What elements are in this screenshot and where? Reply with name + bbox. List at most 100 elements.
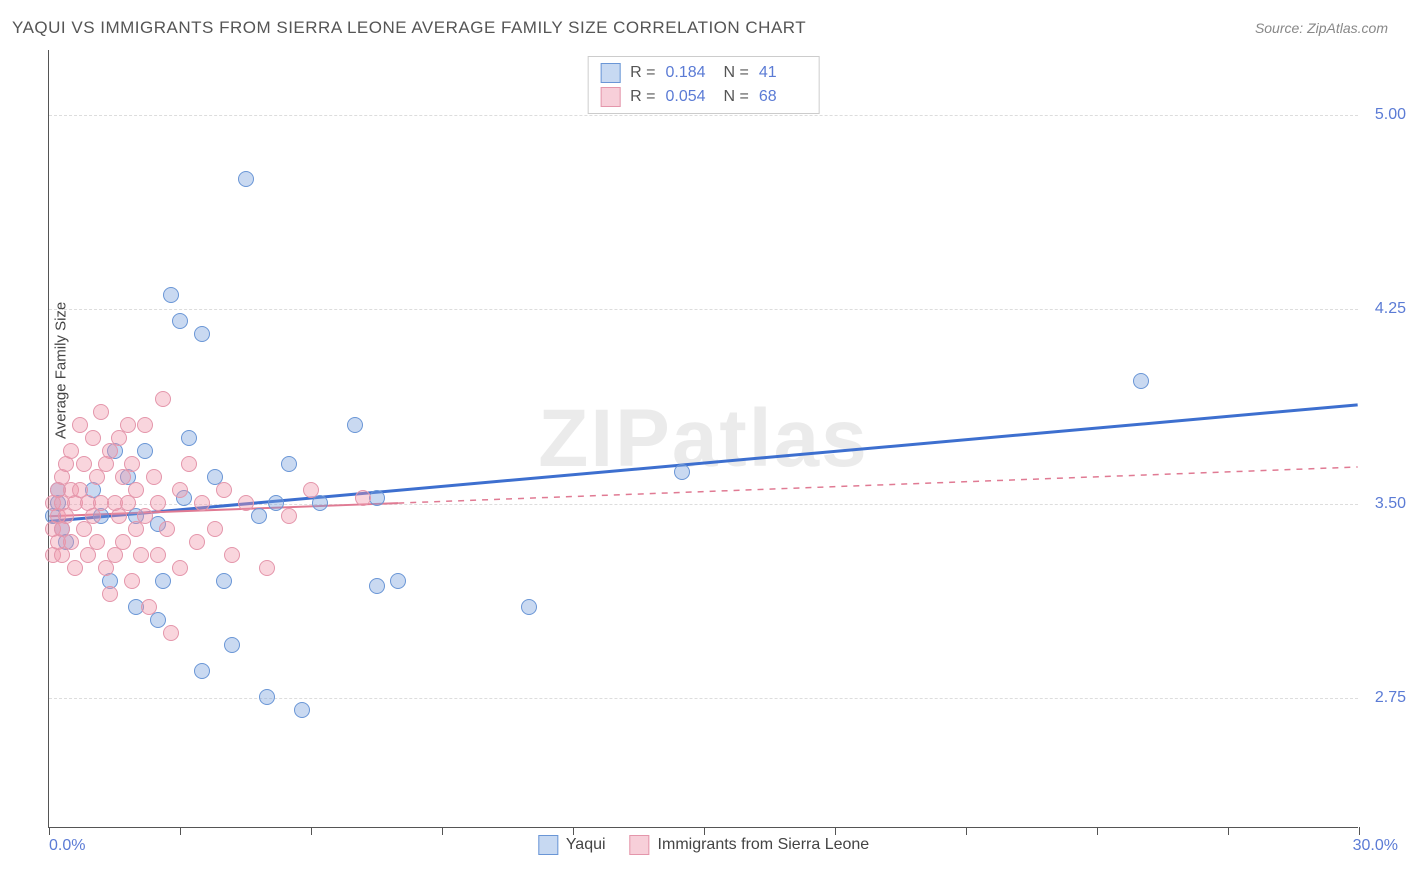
y-tick-label: 5.00 [1362,106,1406,124]
data-point [155,391,171,407]
data-point [268,495,284,511]
data-point [224,547,240,563]
x-tick [573,827,574,835]
x-tick [1359,827,1360,835]
n-label-2: N = [724,85,749,109]
data-point [207,521,223,537]
data-point [172,313,188,329]
data-point [194,326,210,342]
bottom-legend: Yaqui Immigrants from Sierra Leone [538,835,869,855]
data-point [1133,373,1149,389]
data-point [238,495,254,511]
data-point [172,482,188,498]
chart-title: YAQUI VS IMMIGRANTS FROM SIERRA LEONE AV… [12,18,806,38]
data-point [163,287,179,303]
x-axis-max-label: 30.0% [1353,837,1398,855]
data-point [124,573,140,589]
data-point [355,490,371,506]
x-tick [180,827,181,835]
legend-item-2: Immigrants from Sierra Leone [630,835,870,855]
trend-lines [49,50,1358,827]
data-point [294,702,310,718]
data-point [63,443,79,459]
data-point [150,547,166,563]
x-tick [1228,827,1229,835]
x-axis-min-label: 0.0% [49,837,85,855]
swatch-series-2 [600,87,620,107]
data-point [146,469,162,485]
data-point [159,521,175,537]
n-label-1: N = [724,61,749,85]
source-label: Source: ZipAtlas.com [1255,20,1388,36]
data-point [303,482,319,498]
data-point [238,171,254,187]
data-point [150,495,166,511]
x-tick [966,827,967,835]
data-point [390,573,406,589]
x-tick [704,827,705,835]
data-point [281,456,297,472]
x-tick [1097,827,1098,835]
data-point [181,430,197,446]
watermark-text: ZIPatlas [538,392,868,486]
data-point [93,404,109,420]
data-point [216,573,232,589]
data-point [63,534,79,550]
legend-label-2: Immigrants from Sierra Leone [658,836,870,854]
data-point [347,417,363,433]
plot-area: ZIPatlas Average Family Size 2.753.504.2… [48,50,1358,828]
data-point [115,534,131,550]
gridline-h [49,309,1358,310]
r-value-2: 0.054 [666,85,714,109]
x-tick [442,827,443,835]
data-point [281,508,297,524]
legend-item-1: Yaqui [538,835,606,855]
data-point [194,495,210,511]
r-value-1: 0.184 [666,61,714,85]
data-point [216,482,232,498]
data-point [224,637,240,653]
data-point [251,508,267,524]
data-point [163,625,179,641]
y-tick-label: 4.25 [1362,300,1406,318]
data-point [189,534,205,550]
data-point [124,456,140,472]
n-value-1: 41 [759,61,807,85]
data-point [137,417,153,433]
data-point [141,599,157,615]
gridline-h [49,115,1358,116]
y-axis-label: Average Family Size [53,301,70,438]
data-point [137,508,153,524]
data-point [133,547,149,563]
stats-row-1: R = 0.184 N = 41 [600,61,807,85]
data-point [521,599,537,615]
data-point [369,578,385,594]
data-point [89,534,105,550]
data-point [67,560,83,576]
legend-swatch-1 [538,835,558,855]
legend-label-1: Yaqui [566,836,606,854]
legend-swatch-2 [630,835,650,855]
data-point [181,456,197,472]
data-point [259,560,275,576]
n-value-2: 68 [759,85,807,109]
gridline-h [49,698,1358,699]
stats-row-2: R = 0.054 N = 68 [600,85,807,109]
data-point [155,573,171,589]
data-point [137,443,153,459]
data-point [76,456,92,472]
x-tick [49,827,50,835]
swatch-series-1 [600,63,620,83]
data-point [259,689,275,705]
x-tick [311,827,312,835]
data-point [674,464,690,480]
data-point [102,586,118,602]
r-label-1: R = [630,61,655,85]
y-tick-label: 3.50 [1362,495,1406,513]
data-point [72,417,88,433]
data-point [85,430,101,446]
x-tick [835,827,836,835]
data-point [194,663,210,679]
r-label-2: R = [630,85,655,109]
data-point [128,482,144,498]
